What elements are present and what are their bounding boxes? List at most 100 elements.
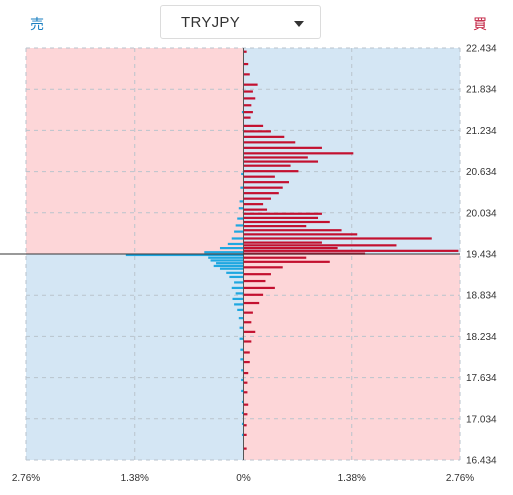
sell-bar	[234, 303, 244, 306]
sell-bar	[241, 389, 244, 393]
currency-pair-value: TRYJPY	[181, 14, 241, 31]
buy-bar	[243, 124, 264, 127]
buy-bar	[243, 164, 291, 167]
buy-bar	[243, 83, 258, 86]
y-tick-label: 21.234	[466, 126, 497, 137]
x-tick-label: 0%	[236, 473, 251, 484]
buy-bar	[243, 175, 275, 178]
buy-bar	[243, 212, 322, 215]
buy-bar	[243, 360, 250, 364]
sell-bar	[226, 271, 244, 274]
buy-bar	[243, 186, 283, 189]
y-tick-label: 18.234	[466, 332, 497, 343]
buy-bar	[243, 225, 307, 228]
buy-bar	[243, 220, 330, 224]
sell-bar	[241, 433, 244, 436]
buy-bar	[243, 97, 256, 100]
buy-bar	[243, 197, 271, 200]
sell-bar	[229, 275, 244, 279]
sell-bar	[235, 224, 244, 227]
sell-bar	[235, 292, 244, 295]
buy-bar	[243, 241, 322, 244]
buy-bar	[243, 330, 256, 333]
buy-bar	[243, 433, 247, 436]
buy-bar	[243, 293, 264, 296]
buy-bar	[243, 181, 289, 184]
buy-bar	[243, 340, 252, 343]
buy-bar	[243, 279, 266, 283]
buy-bar	[243, 424, 247, 427]
sell-bar	[239, 337, 244, 340]
buy-bar	[243, 391, 248, 394]
buy-bar	[243, 256, 307, 259]
buy-bar	[243, 141, 296, 144]
buy-bar	[243, 381, 248, 384]
y-tick-label: 21.834	[466, 85, 497, 96]
sell-bar	[240, 348, 244, 351]
sell-bar	[213, 264, 244, 268]
sell-lower-background	[26, 254, 244, 460]
sell-bar	[231, 286, 244, 290]
y-tick-label: 17.034	[466, 414, 497, 425]
sell-bar	[239, 200, 244, 203]
sell-bar	[234, 230, 244, 233]
sell-bar	[210, 259, 244, 262]
buy-bar	[243, 403, 249, 406]
y-tick-label: 16.434	[466, 456, 497, 467]
sell-bar	[241, 172, 244, 176]
buy-bar	[243, 216, 319, 219]
buy-bar	[243, 249, 459, 252]
sell-bar	[241, 369, 244, 372]
buy-bar	[243, 413, 248, 416]
buy-bar	[243, 104, 252, 107]
buy-bar	[243, 229, 342, 232]
buy-bar	[243, 192, 279, 195]
buy-bar	[243, 73, 250, 76]
sell-bar	[241, 378, 244, 382]
buy-bar	[243, 321, 252, 324]
sell-bar	[227, 242, 244, 246]
buy-bar	[243, 260, 330, 263]
sell-bar	[241, 400, 244, 404]
buy-bar	[243, 130, 271, 133]
buy-bar	[243, 246, 338, 250]
buy-bar	[243, 266, 283, 269]
buy-bar	[243, 244, 397, 247]
buy-bar	[243, 170, 299, 173]
y-tick-label: 17.634	[466, 373, 497, 384]
buy-bar	[243, 152, 354, 155]
buy-bar	[243, 160, 319, 163]
sell-bar	[234, 281, 244, 284]
sell-bar	[219, 267, 244, 270]
buy-bar	[243, 311, 253, 314]
x-tick-label: 2.76%	[446, 473, 474, 484]
buy-bar	[243, 90, 253, 93]
sell-bar	[219, 246, 244, 250]
sell-bar	[238, 317, 244, 320]
buy-lower-background	[243, 254, 460, 460]
sell-bar	[208, 256, 244, 259]
sell-bar	[238, 207, 244, 210]
buy-bar	[243, 301, 260, 305]
y-tick-label: 22.434	[466, 44, 497, 55]
buy-bar	[243, 50, 247, 53]
buy-bar	[243, 286, 275, 290]
sell-bar	[240, 186, 244, 189]
buy-bar	[243, 233, 358, 236]
buy-bar	[243, 62, 249, 66]
y-tick-label: 19.434	[466, 250, 497, 261]
caret-down-icon	[294, 21, 304, 27]
x-tick-label: 1.38%	[121, 473, 149, 484]
currency-pair-select[interactable]: TRYJPY	[160, 5, 321, 39]
buy-bar	[243, 371, 249, 375]
sell-bar	[241, 111, 244, 114]
sell-bar	[241, 411, 244, 414]
buy-bar	[243, 111, 253, 114]
x-tick-label: 1.38%	[338, 473, 366, 484]
buy-bar	[243, 447, 247, 450]
x-tick-label: 2.76%	[12, 473, 40, 484]
sell-bar	[232, 297, 244, 301]
sell-label: 売	[30, 16, 44, 32]
buy-bar	[243, 351, 250, 354]
sell-bar	[216, 262, 244, 265]
